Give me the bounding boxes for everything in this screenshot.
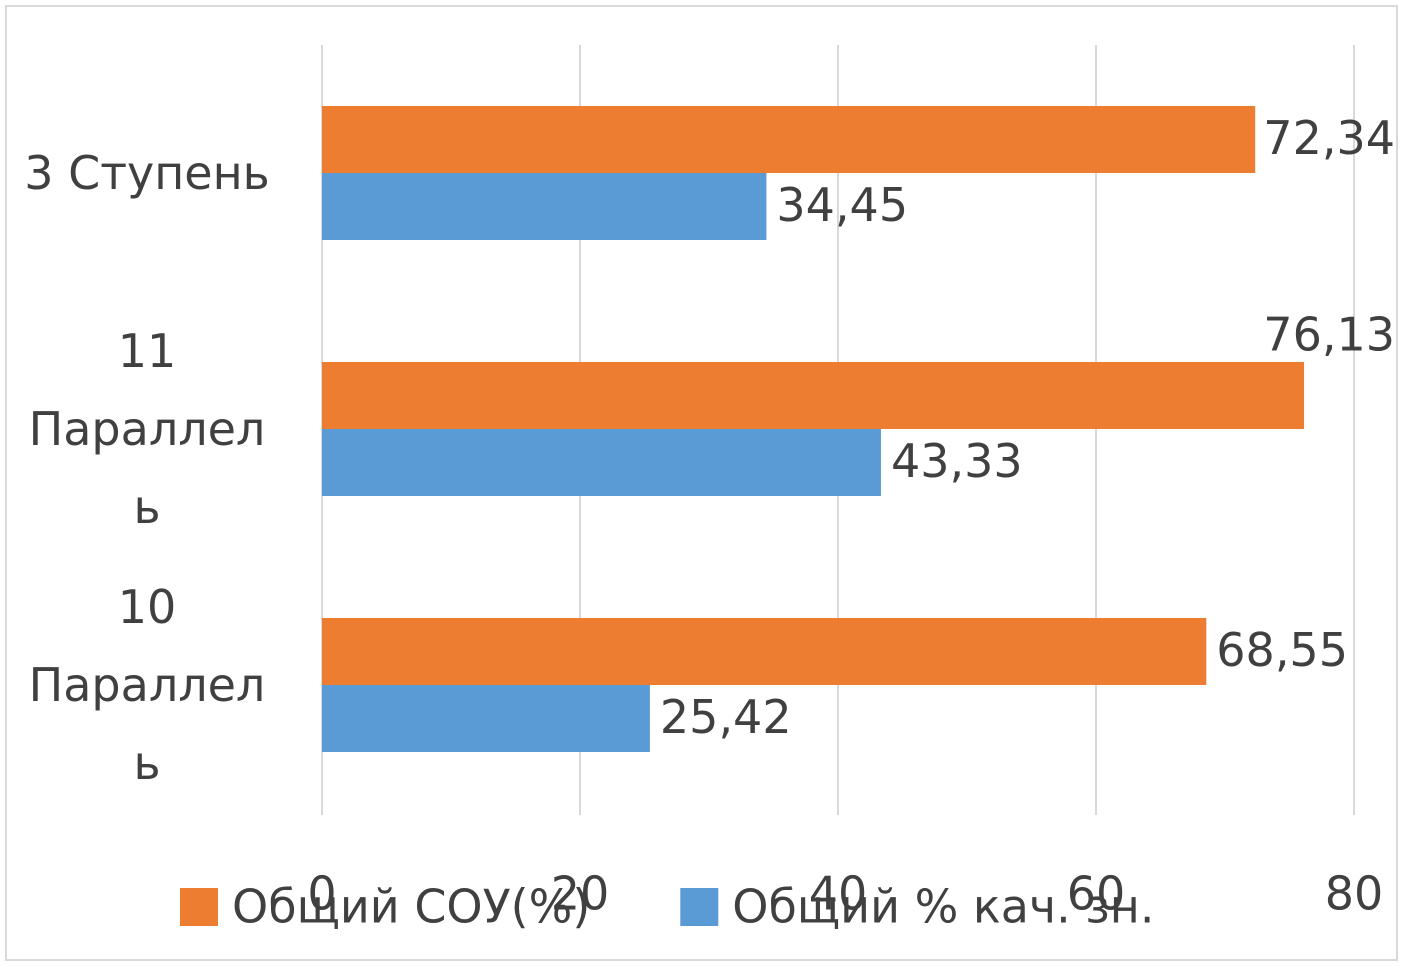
x-tick-label: 0 — [307, 867, 336, 921]
chart-border — [5, 5, 1398, 961]
bar — [322, 106, 1256, 173]
bar — [322, 429, 881, 496]
bar — [322, 173, 767, 240]
legend-swatch — [680, 888, 719, 926]
bar — [322, 362, 1305, 429]
category-label: 3 Ступень — [24, 146, 270, 200]
x-tick-label: 80 — [1325, 867, 1384, 921]
x-tick-label: 60 — [1067, 867, 1126, 921]
data-label: 76,13 — [1263, 308, 1395, 362]
category-label: 10 Параллель — [28, 580, 266, 790]
category-label: 11 Параллель — [28, 324, 266, 534]
x-tick-label: 40 — [809, 867, 868, 921]
legend-label: Общий % кач. зн. — [732, 880, 1154, 934]
data-label: 43,33 — [891, 434, 1023, 488]
legend-label: Общий СОУ(%) — [232, 880, 590, 934]
bar — [322, 685, 650, 752]
data-label: 72,34 — [1263, 111, 1395, 165]
data-label: 68,55 — [1216, 623, 1348, 677]
legend-swatch — [180, 888, 218, 926]
data-label: 25,42 — [660, 690, 792, 744]
data-label: 34,45 — [776, 178, 908, 232]
x-tick-label: 20 — [551, 867, 610, 921]
bar — [322, 618, 1207, 685]
